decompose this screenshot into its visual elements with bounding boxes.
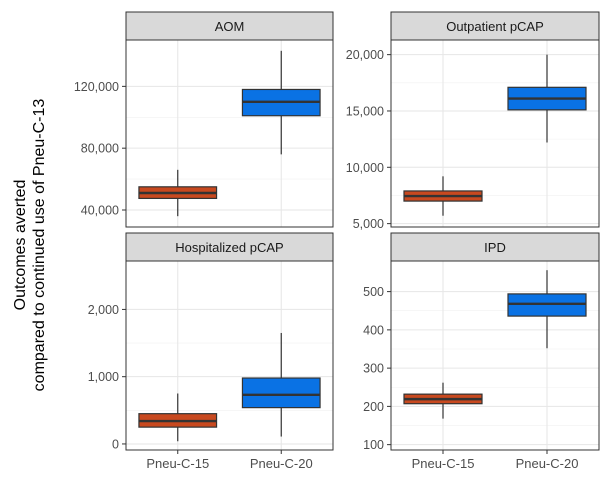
box-pneu-c-20: [507, 270, 587, 349]
panel-border: [125, 39, 334, 228]
y-tick-label: 200: [363, 400, 384, 414]
panel-border: [390, 39, 600, 228]
y-tick-label: 0: [112, 437, 119, 451]
facet-panel-aom: AOM 40,000 80,000 120,000: [74, 11, 334, 228]
box-pneu-c-15: [403, 176, 483, 216]
facet-title: IPD: [484, 240, 506, 255]
box-pneu-c-20: [241, 50, 321, 155]
x-tick-label: Pneu-C-20: [250, 456, 313, 471]
y-axis-label-line-2: compared to continued use of Pneu-C-13: [31, 99, 48, 392]
y-tick-label: 80,000: [81, 142, 119, 156]
y-tick-label: 1,000: [88, 370, 119, 384]
facet-strip: [390, 232, 600, 262]
box-pneu-c-15: [138, 393, 218, 442]
y-tick-label: 40,000: [81, 204, 119, 218]
y-tick-label: 400: [363, 323, 384, 337]
box-pneu-c-20: [241, 332, 321, 437]
facet-panel-hospitalized-pcap: Hospitalized pCAP 0 1,000 2,000 Pneu-C-15 Pne…: [88, 232, 334, 471]
x-tick-label: Pneu-C-15: [146, 456, 209, 471]
box-pneu-c-15: [138, 169, 218, 217]
y-tick-label: 120,000: [74, 80, 119, 94]
y-tick-label: 2,000: [88, 303, 119, 317]
y-tick-label: 20,000: [346, 48, 384, 62]
panel-border: [390, 260, 600, 451]
facet-strip: [390, 11, 600, 41]
y-tick-label: 500: [363, 285, 384, 299]
facet-title: AOM: [215, 19, 245, 34]
facet-title: Outpatient pCAP: [446, 19, 544, 34]
y-tick-label: 10,000: [346, 161, 384, 175]
panel-border: [125, 260, 334, 451]
box-body: [241, 377, 321, 409]
facet-title: Hospitalized pCAP: [175, 240, 283, 255]
box-pneu-c-15: [403, 382, 483, 419]
x-tick-label: Pneu-C-15: [412, 456, 475, 471]
plot-background: [391, 261, 599, 450]
y-tick-label: 300: [363, 362, 384, 376]
y-tick-label: 15,000: [346, 104, 384, 118]
facet-panel-outpatient-pcap: Outpatient pCAP 5,000 10,000 15,000 20,000: [346, 11, 600, 231]
box-pneu-c-20: [507, 54, 587, 143]
y-tick-label: 100: [363, 438, 384, 452]
y-tick-label: 5,000: [353, 217, 384, 231]
y-axis-label-line-1: Outcomes averted: [12, 180, 29, 311]
facet-strip: [125, 11, 334, 41]
facet-strip: [125, 232, 334, 262]
facet-panels: AOM 40,000 80,000 120,000 Outpatient pCAP 5,0…: [74, 11, 600, 471]
facet-panel-ipd: IPD 100 200 300 400 500 Pneu-C-15 Pneu-C-20: [363, 232, 600, 471]
x-tick-label: Pneu-C-20: [516, 456, 579, 471]
